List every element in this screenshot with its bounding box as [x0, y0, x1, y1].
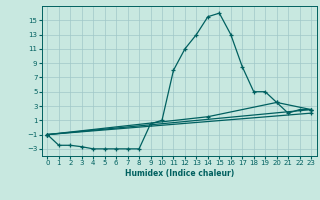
X-axis label: Humidex (Indice chaleur): Humidex (Indice chaleur)	[124, 169, 234, 178]
